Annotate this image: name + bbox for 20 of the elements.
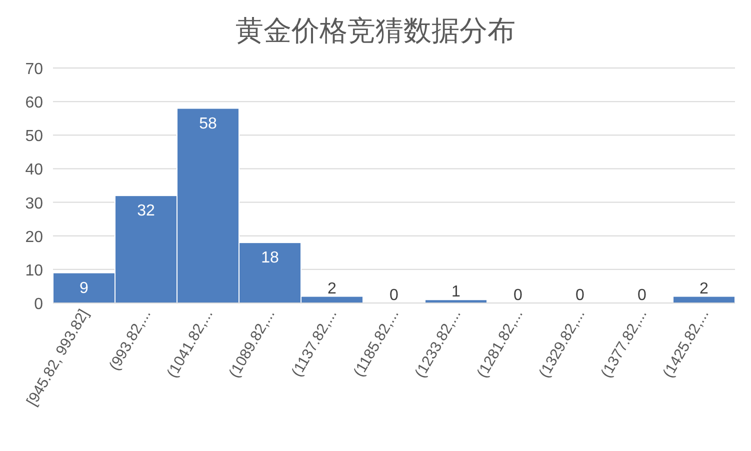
data-label: 2 — [700, 280, 709, 298]
chart-title: 黄金价格竞猜数据分布 — [236, 15, 516, 46]
data-label: 58 — [199, 115, 217, 132]
data-label: 2 — [328, 280, 337, 298]
y-tick-label: 20 — [25, 228, 44, 246]
y-tick-label: 0 — [34, 296, 44, 313]
data-label: 32 — [137, 202, 155, 220]
data-label: 0 — [390, 287, 399, 304]
data-label: 1 — [452, 284, 461, 301]
y-tick-label: 30 — [25, 195, 44, 212]
data-label: 9 — [80, 280, 89, 297]
y-tick-label: 60 — [25, 94, 44, 112]
y-tick-label: 70 — [25, 61, 44, 78]
y-tick-label: 40 — [25, 162, 44, 179]
y-tick-label: 50 — [25, 128, 44, 146]
data-label: 0 — [514, 287, 523, 304]
data-label: 0 — [638, 287, 647, 304]
y-tick-label: 10 — [25, 262, 44, 280]
data-label: 0 — [576, 287, 585, 304]
data-label: 18 — [261, 250, 279, 267]
